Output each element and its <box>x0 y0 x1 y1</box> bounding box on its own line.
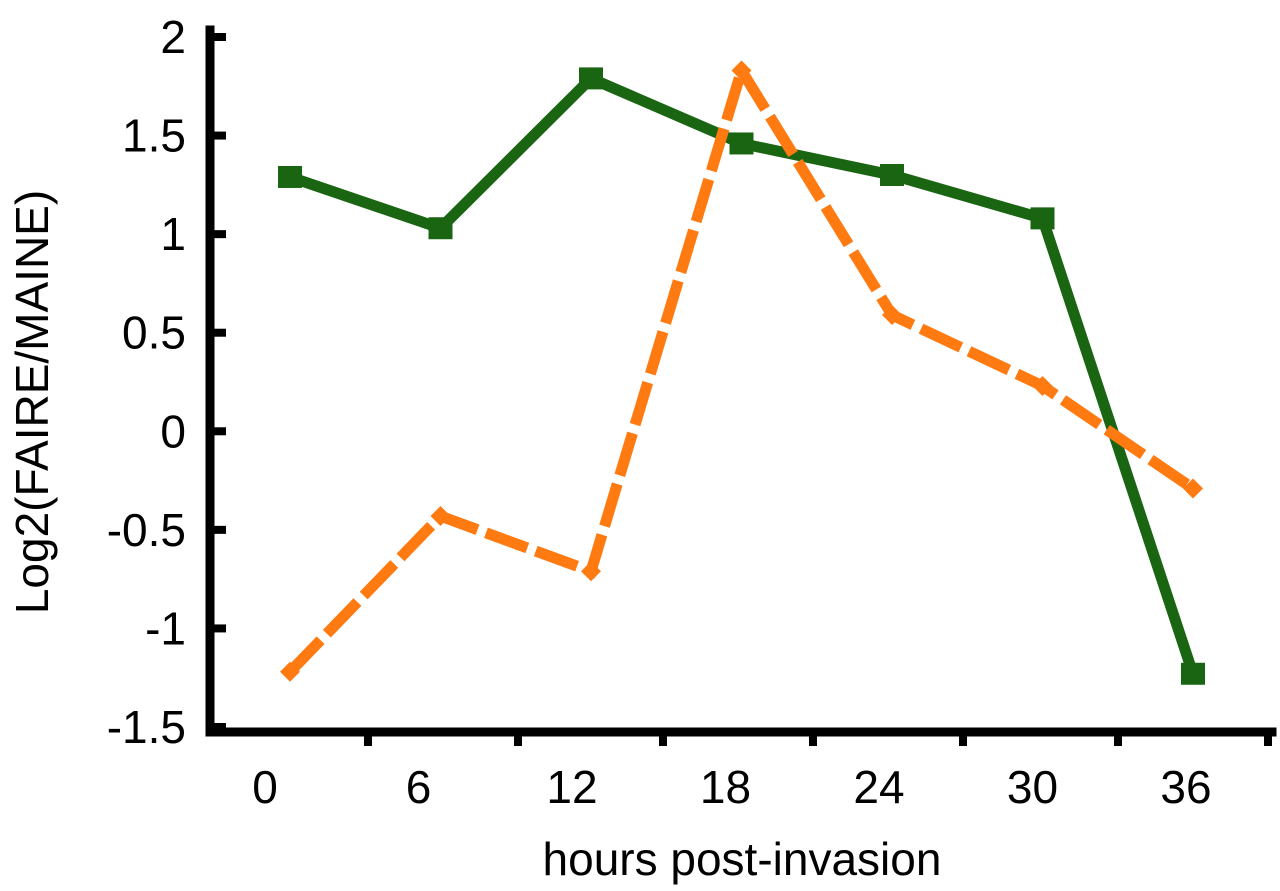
x-tick-label-4: 24 <box>853 761 904 813</box>
series-1-point-2 <box>581 561 601 582</box>
series-0-point-2 <box>579 67 603 90</box>
x-axis-title: hours post-invasion <box>543 833 942 885</box>
y-tick-label-5: -0.5 <box>107 504 186 556</box>
y-tick-label-1: 1.5 <box>122 110 186 162</box>
series-layer <box>278 57 1205 685</box>
series-1-point-4 <box>882 304 902 325</box>
y-tick-label-0: 2 <box>160 11 186 63</box>
y-tick-label-2: 1 <box>160 208 186 260</box>
y-tick-label-3: 0.5 <box>122 307 186 359</box>
y-tick-label-6: -1 <box>145 602 186 654</box>
series-0-point-0 <box>278 165 302 188</box>
series-1-point-6 <box>1183 478 1203 499</box>
x-tick-label-0: 0 <box>252 761 278 813</box>
series-1-point-0 <box>280 661 300 682</box>
y-axis-title: Log2(FAIRE/MAINE) <box>6 190 58 614</box>
x-tick-label-2: 12 <box>546 761 597 813</box>
series-1-line <box>286 57 1197 676</box>
series-1-point-5 <box>1032 375 1053 396</box>
series-0-line <box>288 71 1199 676</box>
x-tick-label-1: 6 <box>406 761 432 813</box>
x-tick-label-5: 30 <box>1007 761 1058 813</box>
series-0-point-4 <box>880 164 904 186</box>
series-0-point-1 <box>428 217 453 240</box>
y-tick-label-4: 0 <box>160 405 186 457</box>
series-1-point-1 <box>430 506 451 527</box>
series-0-point-3 <box>729 132 754 155</box>
labels-layer: hours post-invasion Log2(FAIRE/MAINE) <box>6 190 941 885</box>
series-1-point-3 <box>731 60 752 81</box>
series-0-point-6 <box>1181 662 1205 685</box>
y-tick-label-7: -1.5 <box>107 701 186 753</box>
x-tick-label-3: 18 <box>700 761 751 813</box>
series-0-point-5 <box>1030 207 1055 230</box>
x-tick-label-6: 36 <box>1160 761 1211 813</box>
axes-layer: 2 1.5 1 0.5 0 -0.5 -1 -1.5 0 6 12 18 24 30 36 <box>107 11 1277 813</box>
